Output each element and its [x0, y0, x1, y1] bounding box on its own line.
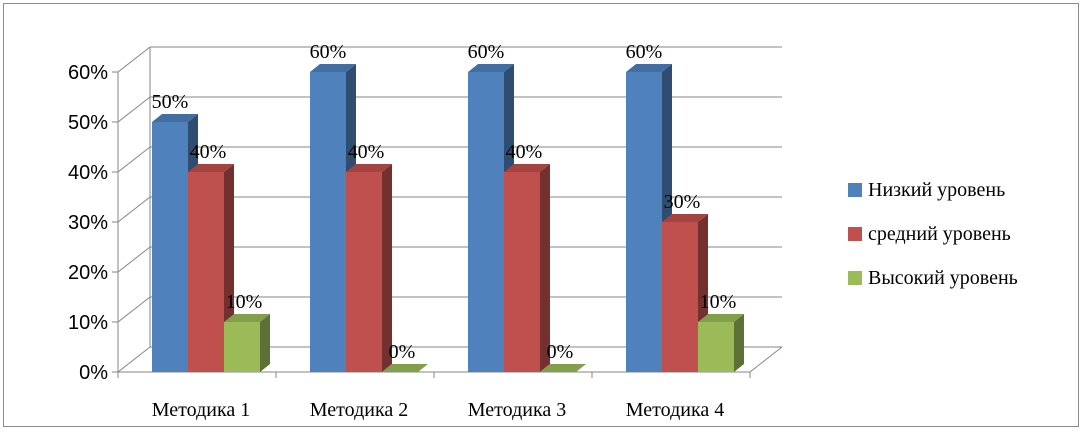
y-tick-label: 0%	[79, 362, 108, 384]
data-label: 10%	[226, 291, 263, 313]
y-tick-label: 60%	[68, 62, 108, 84]
legend-label-2: Высокий уровень	[868, 266, 1018, 289]
data-label: 0%	[389, 341, 416, 363]
gridline-side	[117, 46, 151, 73]
x-tick-label: Методика 4	[626, 399, 724, 421]
data-label: 40%	[190, 141, 227, 163]
bar-front	[662, 222, 698, 372]
gridline-side	[117, 296, 151, 323]
bar-front	[310, 72, 346, 372]
y-tick-label: 50%	[68, 112, 108, 134]
bar-side	[734, 314, 744, 372]
gridline-side	[117, 196, 151, 223]
floor-right-edge	[749, 346, 783, 373]
data-label: 40%	[348, 141, 385, 163]
legend-item-0: Низкий уровень	[848, 168, 1018, 212]
bar-top	[188, 164, 234, 172]
data-label: 60%	[626, 41, 663, 63]
legend-item-2: Высокий уровень	[848, 256, 1018, 300]
bar-front	[188, 172, 224, 372]
bar-top	[382, 364, 428, 372]
data-label: 60%	[468, 41, 505, 63]
bar-top	[468, 64, 514, 72]
y-tick-label: 30%	[68, 212, 108, 234]
gridline-side	[117, 346, 151, 373]
data-label: 0%	[547, 341, 574, 363]
bar-top	[504, 164, 550, 172]
y-tick-label: 40%	[68, 162, 108, 184]
gridline-side	[117, 96, 151, 123]
bar-front	[152, 122, 188, 372]
x-tick-label: Методика 2	[310, 399, 408, 421]
legend-item-1: средний уровень	[848, 212, 1018, 256]
bar-side	[540, 164, 550, 372]
bar-side	[382, 164, 392, 372]
gridline-side	[117, 146, 151, 173]
bar-front	[468, 72, 504, 372]
legend-swatch-2	[848, 271, 862, 285]
bar-top	[662, 214, 708, 222]
bar-front	[698, 322, 734, 372]
bar-front	[346, 172, 382, 372]
data-label: 60%	[310, 41, 347, 63]
bar-top	[224, 314, 270, 322]
y-tick-label: 20%	[68, 262, 108, 284]
legend: Низкий уровень средний уровень Высокий у…	[848, 168, 1018, 300]
data-label: 40%	[506, 141, 543, 163]
bar-top	[346, 164, 392, 172]
data-label: 50%	[152, 91, 189, 113]
legend-swatch-1	[848, 227, 862, 241]
legend-label-0: Низкий уровень	[868, 178, 1006, 201]
legend-swatch-0	[848, 183, 862, 197]
bar-top	[698, 314, 744, 322]
y-tick-label: 10%	[68, 312, 108, 334]
data-label: 30%	[664, 191, 701, 213]
bar-top	[310, 64, 356, 72]
data-label: 10%	[700, 291, 737, 313]
x-tick-label: Методика 1	[152, 399, 250, 421]
bar-top	[626, 64, 672, 72]
x-tick-label: Методика 3	[468, 399, 566, 421]
bar-top	[540, 364, 586, 372]
bar-side	[260, 314, 270, 372]
gridline-side	[117, 246, 151, 273]
bar-front	[504, 172, 540, 372]
bar-front	[626, 72, 662, 372]
bar-top	[152, 114, 198, 122]
bar-front	[224, 322, 260, 372]
legend-label-1: средний уровень	[868, 222, 1011, 245]
